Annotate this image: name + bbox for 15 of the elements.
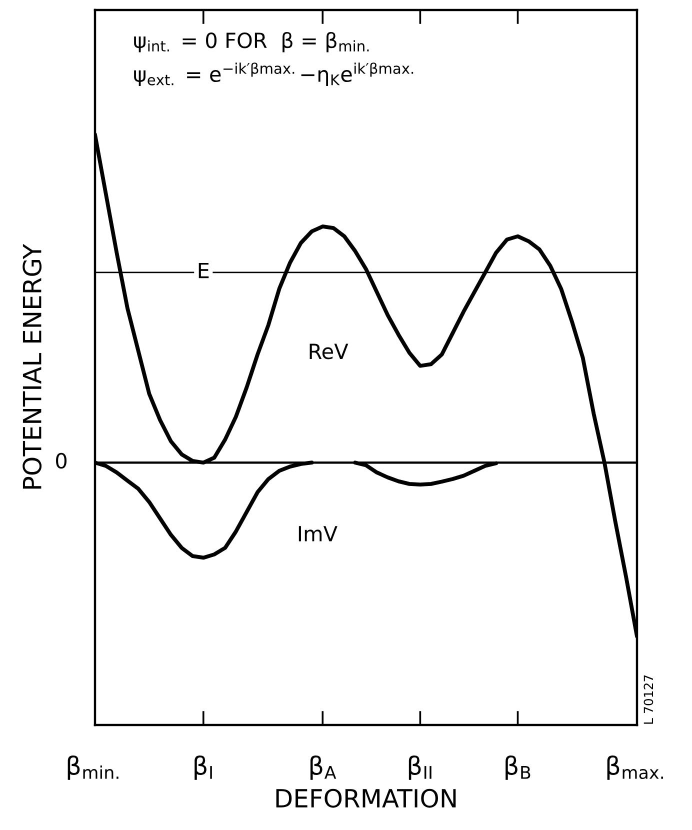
x-tick-label: β$_{I}$ (194, 756, 212, 780)
x-tick-label: β$_{max.}$ (607, 756, 663, 780)
y-axis-title: POTENTIAL ENERGY (22, 244, 42, 489)
x-axis-title: DEFORMATION (276, 788, 456, 808)
annotation: ImV (298, 526, 338, 542)
ref-line-label: E (198, 262, 209, 278)
text: ψ$_{int.}$ = 0 FOR β = β$_{min.}$ (134, 32, 369, 52)
x-tick-label: β$_{A}$ (310, 756, 336, 780)
text: L 70127 (644, 675, 654, 724)
ref-line-label: 0 (56, 452, 67, 469)
x-tick-label: β$_{II}$ (408, 756, 432, 780)
text: ψ$_{ext.}$ = e$^{−ik′βmax.}$−η$_{K}$e$^{ik′βmax.}$ (134, 62, 414, 86)
annotation: ReV (310, 344, 348, 360)
x-tick-label: β$_{min.}$ (68, 756, 118, 780)
x-tick-label: β$_{B}$ (506, 756, 530, 780)
